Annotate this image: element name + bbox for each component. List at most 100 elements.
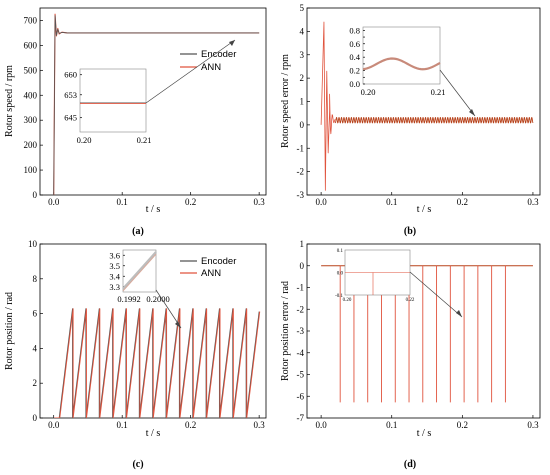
x-tick-label: 0.1 bbox=[117, 197, 128, 207]
panel-label: (b) bbox=[404, 226, 416, 237]
inset-pointer bbox=[439, 69, 476, 117]
panel-label: (a) bbox=[132, 226, 144, 237]
legend-label-ann: ANN bbox=[201, 268, 221, 279]
panel-b: 0.0 0.1 0.2 0.3 -3 -2 -1 0 1 2 3 4 5 t / s Rotor speed… bbox=[280, 3, 541, 237]
inset: 0.0 0.2 0.4 0.6 0.8 0.20 0.21 bbox=[349, 25, 476, 117]
y-tick-label: 10 bbox=[28, 239, 38, 249]
inset-y-tick-label: 3.5 bbox=[109, 261, 120, 271]
y-tick-label: -7 bbox=[297, 413, 305, 423]
y-tick-label: -1 bbox=[297, 143, 305, 153]
series-ann bbox=[54, 308, 261, 418]
y-tick-label: -3 bbox=[297, 326, 305, 336]
y-tick-label: 0 bbox=[33, 413, 38, 423]
inset-y-tick-label: 645 bbox=[64, 113, 77, 123]
y-tick-label: 5 bbox=[300, 3, 305, 13]
inset-pointer-head bbox=[175, 321, 181, 328]
y-axis-label: Rotor speed error / rpm bbox=[280, 54, 291, 148]
inset: 645 653 660 0.20 0.21 bbox=[64, 39, 236, 145]
inset-y-tick-label: -0.1 bbox=[335, 294, 343, 299]
legend: Encoder ANN bbox=[180, 49, 236, 73]
x-axis-label: t / s bbox=[417, 428, 432, 439]
inset-pointer bbox=[409, 271, 463, 318]
y-tick-label: 300 bbox=[24, 115, 38, 125]
x-tick-label: 0.3 bbox=[254, 420, 266, 430]
y-tick-label: 6 bbox=[33, 309, 38, 319]
y-tick-label: -2 bbox=[297, 167, 305, 177]
x-axis-label: t / s bbox=[146, 428, 161, 439]
y-tick-label: -6 bbox=[297, 391, 305, 401]
inset-y-tick-label: 0.8 bbox=[349, 25, 360, 35]
inset-y-tick-label: 653 bbox=[64, 90, 77, 100]
inset-x-tick-label: 0.2000 bbox=[146, 294, 169, 304]
y-axis-label: Rotor speed / rpm bbox=[4, 65, 15, 137]
y-axis-label: Rotor position error / rad bbox=[280, 281, 291, 381]
inset-series bbox=[362, 57, 441, 71]
plot-frame bbox=[39, 7, 267, 196]
panel-c: 0.0 0.1 0.2 0.3 0 2 4 6 8 10 t / s Rotor position /… bbox=[4, 239, 267, 470]
panel-label: (c) bbox=[132, 459, 143, 470]
x-tick-label: 0.2 bbox=[185, 197, 196, 207]
inset-x-tick-label: 0.21 bbox=[137, 135, 152, 145]
y-tick-label: 0 bbox=[33, 190, 38, 200]
inset-series-ann bbox=[122, 253, 157, 292]
x-tick-label: 0.1 bbox=[386, 197, 397, 207]
inset-pointer bbox=[155, 289, 182, 329]
inset: 3.33.43.53.6 0.1992 0.2000 bbox=[109, 249, 182, 329]
inset-x-tick-label: 0.1992 bbox=[117, 294, 140, 304]
inset-pointer bbox=[145, 39, 236, 104]
inset-y-tick-label: 0.4 bbox=[349, 52, 360, 62]
y-tick-label: -1 bbox=[297, 283, 305, 293]
x-tick-label: 0.0 bbox=[315, 197, 327, 207]
y-tick-label: 4 bbox=[300, 26, 305, 36]
inset-x-tick-label: 0.21 bbox=[431, 87, 446, 97]
y-tick-label: 3 bbox=[300, 50, 305, 60]
y-tick-label: 600 bbox=[24, 40, 38, 50]
panel-label: (d) bbox=[404, 459, 416, 470]
panel-a: 0.0 0.1 0.2 0.3 0 100 200 300 400 500 600 700 t / s R… bbox=[4, 7, 267, 237]
x-tick-label: 0.2 bbox=[185, 420, 196, 430]
legend-label-encoder: Encoder bbox=[201, 256, 236, 267]
y-tick-label: 2 bbox=[300, 73, 305, 83]
inset-y-tick-label: 3.3 bbox=[109, 282, 120, 292]
inset-y-tick-label: 0.0 bbox=[349, 79, 360, 89]
inset: -0.1 0.0 0.1 0.20 0.22 bbox=[335, 249, 463, 318]
y-tick-label: -2 bbox=[297, 304, 305, 314]
series-ripple bbox=[334, 117, 534, 124]
y-tick-label: 400 bbox=[24, 90, 38, 100]
x-tick-label: 0.1 bbox=[117, 420, 128, 430]
x-tick-label: 0.0 bbox=[48, 197, 60, 207]
inset-y-tick-label: 660 bbox=[64, 70, 77, 80]
legend-label-ann: ANN bbox=[201, 62, 221, 73]
legend-label-encoder: Encoder bbox=[201, 49, 236, 60]
x-tick-label: 0.3 bbox=[254, 197, 266, 207]
inset-x-tick-label: 0.20 bbox=[77, 135, 92, 145]
inset-frame bbox=[79, 68, 147, 133]
y-tick-label: 1 bbox=[300, 97, 305, 107]
inset-series-encoder bbox=[122, 251, 157, 290]
x-tick-label: 0.3 bbox=[527, 197, 539, 207]
inset-pointer-head bbox=[229, 40, 235, 46]
x-tick-label: 0.2 bbox=[457, 420, 468, 430]
inset-x-tick-label: 0.22 bbox=[406, 298, 415, 303]
series-startup bbox=[320, 21, 336, 191]
panel-d: 0.0 0.1 0.2 0.3 -7 -6 -5 -4 -3 -2 -1 0 1 t / s Rotor p… bbox=[280, 239, 541, 470]
x-axis-label: t / s bbox=[146, 204, 161, 215]
inset-y-tick-label: 0.1 bbox=[337, 249, 344, 254]
y-tick-label: -3 bbox=[297, 190, 305, 200]
inset-pointer-head bbox=[469, 109, 475, 116]
inset-x-tick-label: 0.20 bbox=[361, 87, 376, 97]
y-tick-label: 500 bbox=[24, 65, 38, 75]
y-tick-label: 2 bbox=[33, 378, 38, 388]
inset-pointer-head bbox=[456, 310, 462, 317]
inset-y-tick-label: 3.6 bbox=[109, 250, 120, 260]
x-tick-label: 0.0 bbox=[315, 420, 327, 430]
y-tick-label: 4 bbox=[33, 343, 38, 353]
y-tick-label: -4 bbox=[297, 348, 305, 358]
y-tick-label: 0 bbox=[300, 261, 305, 271]
y-tick-label: 0 bbox=[300, 120, 305, 130]
inset-y-tick-label: 0.2 bbox=[349, 66, 360, 76]
y-tick-label: 1 bbox=[300, 239, 305, 249]
inset-y-tick-label: 3.4 bbox=[109, 271, 120, 281]
x-tick-label: 0.1 bbox=[386, 420, 397, 430]
